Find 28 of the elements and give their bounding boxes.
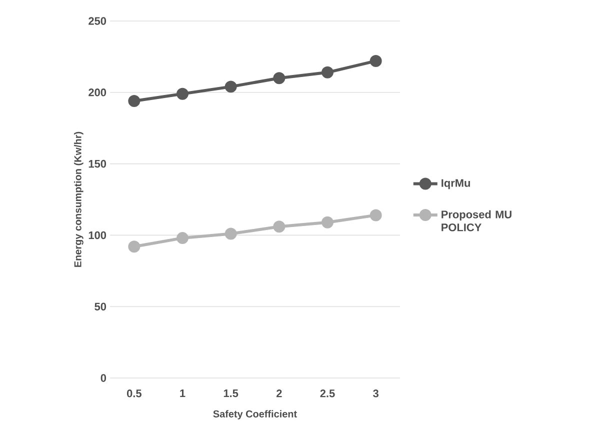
point <box>370 209 382 222</box>
y-tick-label: 250 <box>88 17 106 25</box>
point <box>370 54 382 67</box>
point <box>224 80 237 93</box>
x-tick-label: 3 <box>373 390 378 398</box>
point <box>322 216 334 228</box>
point <box>273 72 286 84</box>
point <box>128 240 140 253</box>
x-tick-label: 2 <box>276 390 282 398</box>
x-axis-title: Safety Coefficient <box>213 410 297 420</box>
y-tick-label: 150 <box>88 160 106 168</box>
point <box>322 66 334 78</box>
x-tick-label: 2.5 <box>320 390 335 398</box>
y-tick-label: 50 <box>94 302 106 310</box>
x-tick-label: 1.5 <box>224 390 238 398</box>
x-tick-label: 0.5 <box>126 390 142 398</box>
point <box>224 228 237 240</box>
y-tick-label: 200 <box>88 88 106 96</box>
legend-label: Proposed MU POLICY <box>442 210 512 232</box>
y-axis-title: Energy consumption (Kw/hr) <box>74 132 84 267</box>
legend-label: IqrMu <box>442 179 470 190</box>
point <box>128 94 140 107</box>
x-tick-label: 1 <box>180 390 186 398</box>
y-tick-label: 0 <box>100 374 106 382</box>
point <box>176 88 188 100</box>
point <box>176 232 188 244</box>
y-tick-label: 100 <box>88 231 106 240</box>
point <box>273 220 286 233</box>
